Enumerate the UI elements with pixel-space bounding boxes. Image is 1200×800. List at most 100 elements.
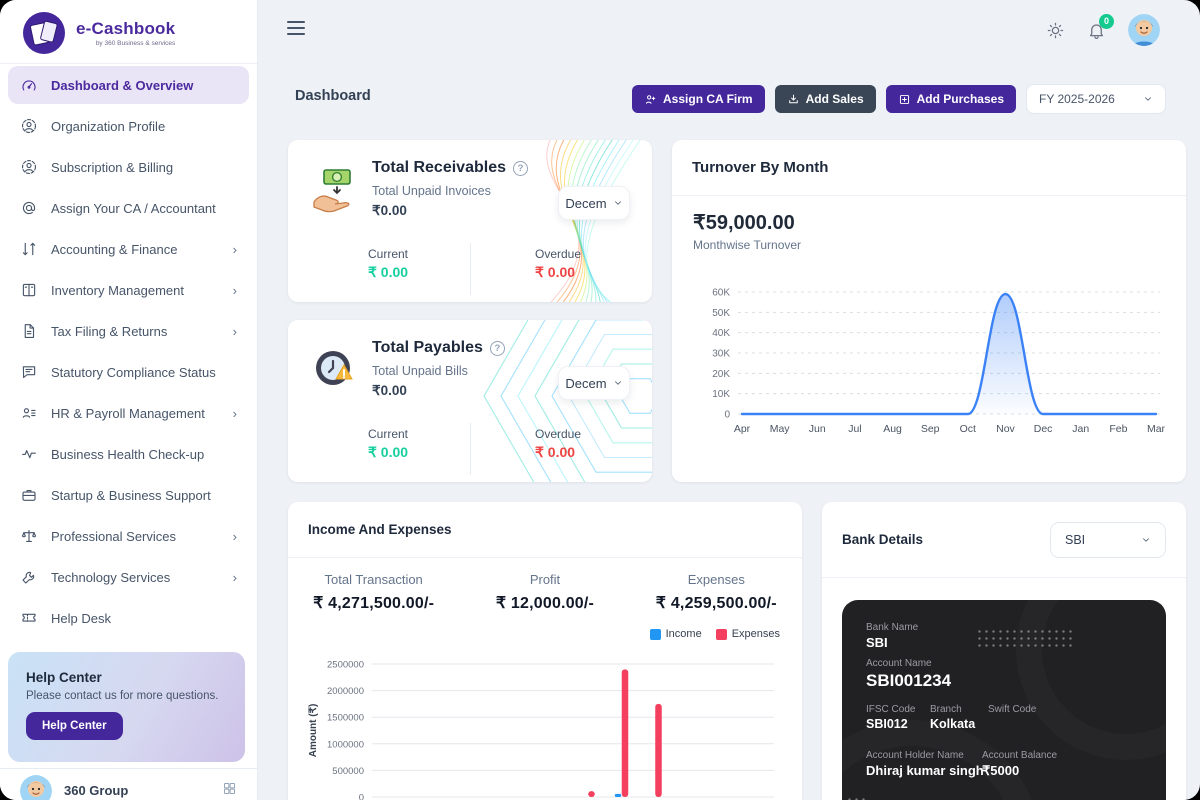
sidebar-item-label: Assign Your CA / Accountant (51, 200, 216, 216)
current-value: ₹ 0.00 (368, 444, 409, 460)
help-question-icon[interactable]: ? (512, 160, 528, 176)
sidebar-item-subscription-billing[interactable]: Subscription & Billing (8, 148, 249, 186)
account-name-label: Account Name (866, 658, 932, 669)
sidebar-item-label: Dashboard & Overview (51, 77, 194, 93)
svg-text:2500000: 2500000 (327, 660, 364, 671)
organization-row[interactable]: 360 Group (0, 768, 257, 800)
svg-text:60K: 60K (712, 288, 730, 299)
main-content: 0 Dashboard Assign CA Firm Add Sales Add… (258, 0, 1200, 800)
help-center-button[interactable]: Help Center (26, 712, 123, 740)
payables-month-select[interactable]: Decem (558, 366, 630, 400)
notifications-bell-icon[interactable]: 0 (1087, 13, 1114, 40)
turnover-title: Turnover By Month (672, 140, 1186, 196)
page-title: Dashboard (295, 88, 371, 104)
svg-text:500000: 500000 (332, 766, 364, 777)
theme-toggle-icon[interactable] (1046, 21, 1065, 40)
sidebar-item-startup-business-support[interactable]: Startup & Business Support (8, 476, 249, 514)
svg-text:Nov: Nov (996, 423, 1015, 435)
switch-org-icon[interactable] (222, 781, 237, 800)
at-user-icon (20, 199, 38, 217)
sidebar-item-help-desk[interactable]: Help Desk (8, 599, 249, 637)
sidebar-item-tax-filing-returns[interactable]: Tax Filing & Returns › (8, 312, 249, 350)
chevron-right-icon: › (232, 569, 237, 585)
svg-text:Apr: Apr (734, 423, 751, 435)
turnover-amount: ₹59,000.00 (693, 212, 795, 234)
total-receivables-card: Total Receivables? Total Unpaid Invoices… (288, 140, 652, 302)
overdue-value: ₹ 0.00 (535, 444, 576, 460)
add-purchases-button[interactable]: Add Purchases (885, 85, 1016, 113)
current-label: Current (368, 247, 409, 261)
notification-badge: 0 (1099, 13, 1114, 29)
briefcase-icon (20, 486, 38, 504)
chevron-right-icon: › (232, 323, 237, 339)
svg-text:Aug: Aug (883, 423, 902, 435)
help-question-icon[interactable]: ? (489, 340, 505, 356)
bank-name-value: SBI (866, 635, 888, 650)
total-payables-card: Total Payables? Total Unpaid Bills ₹0.00… (288, 320, 652, 482)
sidebar-item-label: Professional Services (51, 528, 176, 544)
sidebar-item-accounting-finance[interactable]: Accounting & Finance › (8, 230, 249, 268)
stat-expenses: Expenses ₹ 4,259,500.00/- (655, 572, 777, 612)
overdue-value: ₹ 0.00 (535, 264, 576, 280)
svg-text:30K: 30K (712, 349, 730, 360)
wrench-icon (20, 568, 38, 586)
branch-value: Kolkata (930, 717, 976, 731)
scale-icon (20, 527, 38, 545)
sidebar-item-label: Technology Services (51, 569, 171, 585)
svg-text:1000000: 1000000 (327, 739, 364, 750)
stat-profit: Profit ₹ 12,000.00/- (495, 572, 595, 612)
receivables-month-select[interactable]: Decem (558, 186, 630, 220)
turnover-line-chart: 0 10K 20K 30K 40K 50K 60K Apr May Jun Jul Aug Sep Oct… (712, 288, 1166, 436)
chevron-down-icon (614, 201, 621, 205)
svg-text:Mar: Mar (1147, 423, 1166, 435)
sidebar-item-business-health-check-up[interactable]: Business Health Check-up (8, 435, 249, 473)
billing-icon (20, 158, 38, 176)
add-sales-button[interactable]: Add Sales (774, 85, 876, 113)
chart-legend: Income Expenses (649, 628, 780, 640)
sidebar-item-label: Accounting & Finance (51, 241, 178, 257)
sort-arrows-icon (20, 240, 38, 258)
sidebar-item-professional-services[interactable]: Professional Services › (8, 517, 249, 555)
org-name: 360 Group (64, 783, 129, 798)
sidebar-item-dashboard-overview[interactable]: Dashboard & Overview (8, 66, 249, 104)
income-expenses-card: Income And Expenses Total Transaction ₹ 4… (288, 502, 802, 800)
gauge-icon (20, 76, 38, 94)
fiscal-year-select[interactable]: FY 2025-2026 (1026, 84, 1166, 114)
chevron-down-icon (1145, 97, 1151, 101)
sidebar-item-label: Business Health Check-up (51, 446, 205, 462)
payables-title: Total Payables (372, 339, 483, 356)
sidebar-item-label: HR & Payroll Management (51, 405, 205, 421)
bank-name-label: Bank Name (866, 622, 919, 633)
sidebar-item-label: Organization Profile (51, 118, 166, 134)
user-avatar[interactable] (1128, 14, 1160, 46)
app-name: e-Cashbook (76, 18, 176, 38)
help-center-title: Help Center (26, 670, 102, 685)
assign-ca-firm-button[interactable]: Assign CA Firm (632, 85, 765, 113)
sidebar-item-hr-payroll-management[interactable]: HR & Payroll Management › (8, 394, 249, 432)
chevron-right-icon: › (232, 528, 237, 544)
pulse-icon (20, 445, 38, 463)
sidebar-item-assign-your-ca-accountant[interactable]: Assign Your CA / Accountant (8, 189, 249, 227)
menu-toggle-icon[interactable] (287, 21, 305, 35)
svg-text:20K: 20K (712, 369, 730, 380)
help-center-card: Help Center Please contact us for more q… (8, 652, 245, 762)
sidebar-item-label: Help Desk (51, 610, 111, 626)
svg-text:0: 0 (724, 410, 730, 421)
turnover-subtitle: Monthwise Turnover (693, 238, 802, 252)
person-plus-icon (645, 94, 656, 104)
legend-item-income: Income (649, 628, 702, 640)
chat-icon (20, 363, 38, 381)
sidebar-item-statutory-compliance-status[interactable]: Statutory Compliance Status (8, 353, 249, 391)
overdue-label: Overdue (535, 247, 582, 261)
money-hand-icon (310, 164, 360, 214)
bank-select[interactable]: SBI (1050, 521, 1166, 558)
sidebar-item-inventory-management[interactable]: Inventory Management › (8, 271, 249, 309)
sidebar-item-technology-services[interactable]: Technology Services › (8, 558, 249, 596)
sidebar-item-organization-profile[interactable]: Organization Profile (8, 107, 249, 145)
user-sync-icon (20, 117, 38, 135)
ticket-icon (20, 609, 38, 627)
income-expenses-bar-chart: 0 500000 1000000 1500000 2000000 2500000 Amoun… (308, 660, 774, 800)
payables-amount: ₹0.00 (372, 383, 407, 398)
overdue-label: Overdue (535, 427, 582, 441)
inventory-icon (20, 281, 38, 299)
